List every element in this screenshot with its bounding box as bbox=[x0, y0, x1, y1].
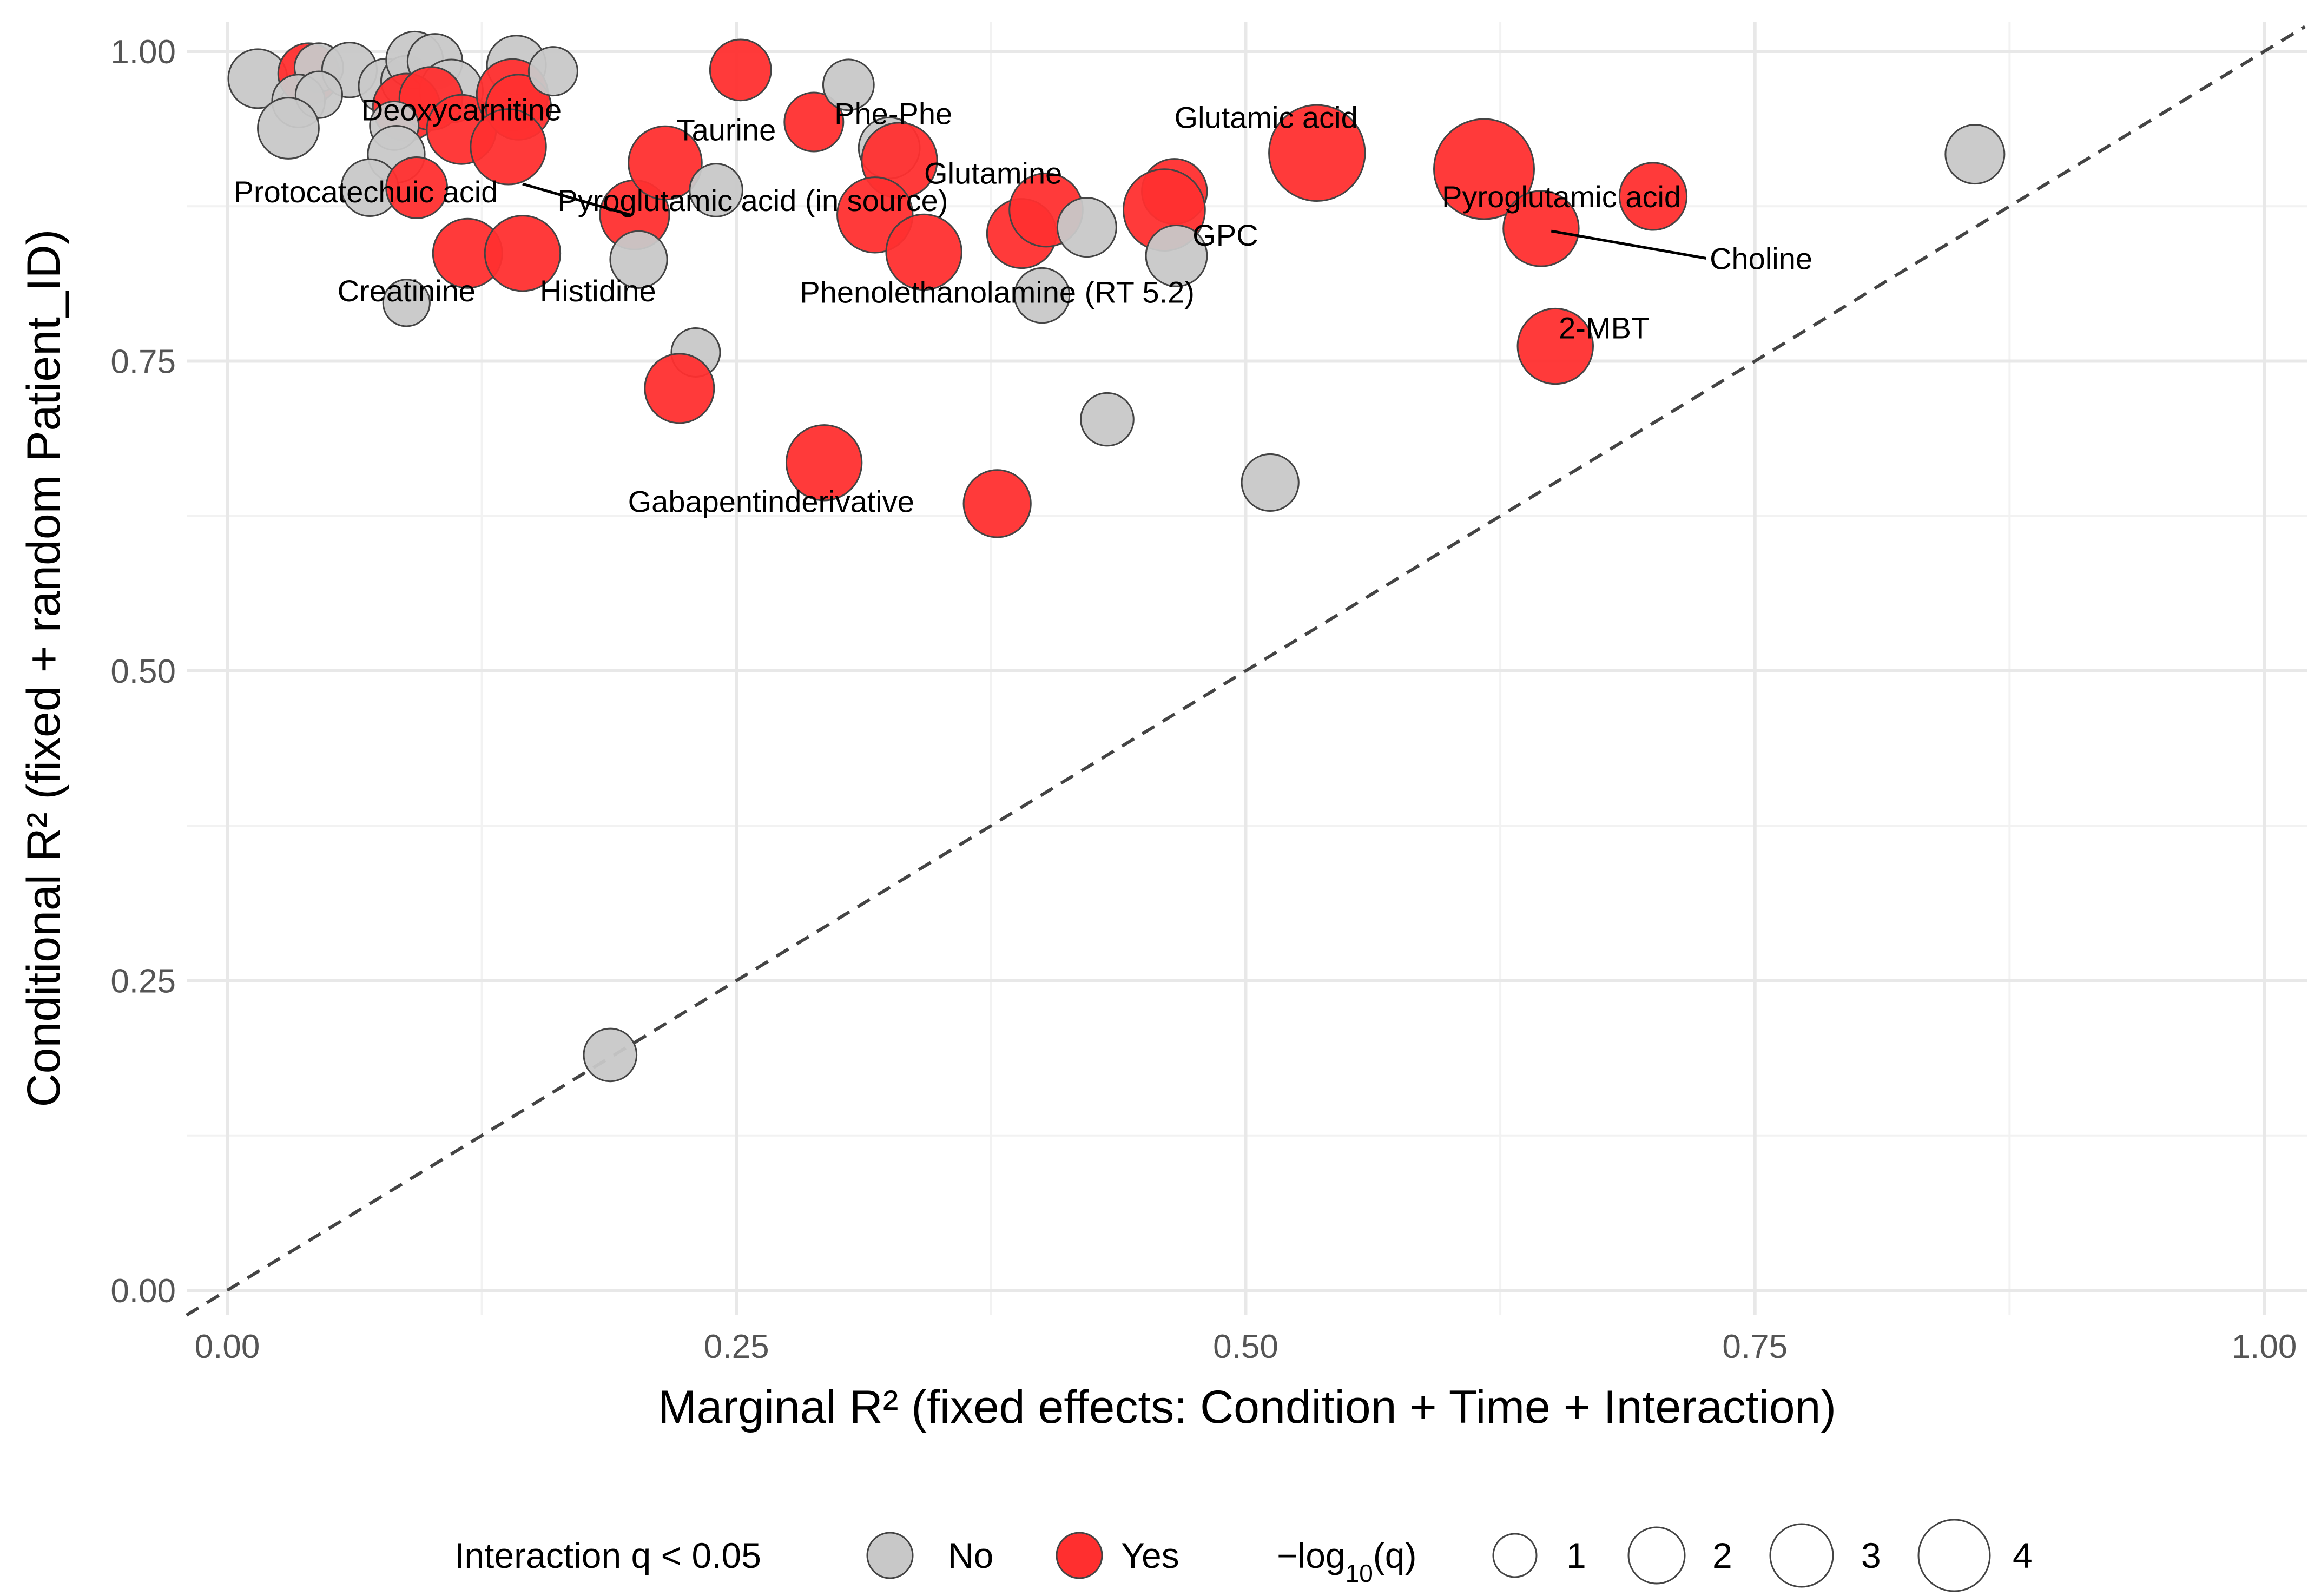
point-not-significant bbox=[1145, 224, 1208, 287]
x-tick-label: 1.00 bbox=[2232, 1328, 2297, 1366]
point-label: Protocatechuic acid bbox=[234, 175, 498, 209]
x-axis-ticks: 0.00 0.25 0.50 0.75 1.00 bbox=[195, 1328, 2297, 1366]
point-not-significant bbox=[689, 163, 743, 217]
data-points bbox=[227, 30, 2006, 1083]
point-label: Creatinine bbox=[338, 274, 476, 308]
point-label: Gabapentinderivative bbox=[628, 484, 914, 518]
y-tick-label: 0.00 bbox=[110, 1272, 176, 1310]
legend-size-circle bbox=[1917, 1519, 1991, 1592]
point-not-significant bbox=[1080, 392, 1135, 447]
legend-size-circle bbox=[1627, 1526, 1686, 1585]
point-label: Pyroglutamic acid bbox=[1442, 180, 1681, 214]
x-tick-label: 0.00 bbox=[195, 1328, 260, 1366]
y-tick-label: 0.50 bbox=[110, 653, 176, 690]
point-not-significant bbox=[382, 279, 431, 327]
point-significant bbox=[644, 353, 715, 424]
point-significant bbox=[785, 424, 863, 502]
point-not-significant bbox=[1241, 453, 1300, 512]
legend-size-circle bbox=[1492, 1533, 1538, 1578]
leader-line-choline bbox=[1551, 229, 1706, 260]
point-label: Glutamic acid bbox=[1175, 100, 1358, 134]
point-not-significant bbox=[822, 58, 875, 111]
legend-no-swatch bbox=[866, 1532, 914, 1579]
y-tick-label: 1.00 bbox=[110, 34, 176, 71]
legend: Interaction q < 0.05 No Yes −log10(q) 1 2… bbox=[454, 1519, 2033, 1592]
legend-yes-label: Yes bbox=[1121, 1535, 1179, 1575]
point-label: Pyroglutamic acid (in source) bbox=[557, 183, 948, 217]
point-significant bbox=[1433, 118, 1535, 220]
point-labels: Deoxycarnitine Taurine Phe-Phe Glutamic aci… bbox=[234, 93, 1812, 519]
x-tick-label: 0.75 bbox=[1722, 1328, 1788, 1366]
legend-size-label: 3 bbox=[1861, 1535, 1881, 1575]
point-label: GPC bbox=[1192, 218, 1258, 252]
reference-line-group bbox=[186, 25, 2306, 1317]
point-label: Histidine bbox=[540, 274, 656, 308]
x-axis-title: Marginal R² (fixed effects: Condition + … bbox=[658, 1381, 1836, 1433]
legend-size-label: 1 bbox=[1566, 1535, 1586, 1575]
point-label: Phenolethanolamine (RT 5.2) bbox=[800, 275, 1195, 309]
point-significant bbox=[484, 215, 562, 292]
point-not-significant bbox=[1056, 197, 1117, 258]
grid-lines bbox=[187, 22, 2307, 1315]
point-significant bbox=[885, 213, 962, 291]
y-tick-label: 0.75 bbox=[110, 344, 176, 381]
point-label: Taurine bbox=[677, 113, 776, 147]
legend-size-title-subscript: 10 bbox=[1346, 1559, 1373, 1587]
legend-yes-swatch bbox=[1056, 1532, 1103, 1579]
point-significant bbox=[783, 91, 845, 153]
point-significant bbox=[1618, 162, 1688, 231]
point-not-significant bbox=[609, 230, 668, 289]
legend-size-label: 4 bbox=[2013, 1535, 2033, 1575]
point-not-significant bbox=[1944, 124, 2006, 185]
point-significant bbox=[1502, 190, 1580, 267]
legend-size-title-main: −log bbox=[1277, 1535, 1346, 1575]
point-not-significant bbox=[257, 97, 320, 160]
point-not-significant bbox=[528, 46, 578, 97]
point-not-significant bbox=[1013, 267, 1071, 324]
point-label: 2-MBT bbox=[1559, 311, 1650, 345]
x-tick-label: 0.50 bbox=[1213, 1328, 1278, 1366]
point-significant bbox=[385, 156, 449, 219]
point-significant bbox=[1516, 307, 1594, 385]
legend-size-title: −log10(q) bbox=[1277, 1535, 1416, 1587]
legend-no-label: No bbox=[948, 1535, 993, 1575]
point-significant bbox=[1268, 104, 1366, 202]
y-axis-title: Conditional R² (fixed + random Patient_I… bbox=[18, 229, 70, 1107]
legend-size-circle bbox=[1769, 1523, 1834, 1588]
point-label: Glutamine bbox=[924, 156, 1062, 190]
y-axis-ticks: 0.00 0.25 0.50 0.75 1.00 bbox=[110, 34, 176, 1310]
legend-size-entries: 1 2 3 4 bbox=[1492, 1519, 2033, 1592]
identity-reference-line bbox=[186, 25, 2306, 1317]
point-not-significant bbox=[583, 1027, 638, 1083]
point-significant bbox=[709, 38, 772, 102]
label-leader-lines bbox=[522, 182, 1706, 260]
legend-size-label: 2 bbox=[1712, 1535, 1732, 1575]
legend-color-title: Interaction q < 0.05 bbox=[454, 1535, 761, 1575]
x-tick-label: 0.25 bbox=[704, 1328, 769, 1366]
point-significant bbox=[470, 108, 547, 186]
point-label: Deoxycarnitine bbox=[361, 93, 562, 127]
point-significant bbox=[962, 469, 1032, 538]
y-tick-label: 0.25 bbox=[110, 963, 176, 1000]
point-significant bbox=[628, 125, 703, 201]
point-label: Choline bbox=[1710, 241, 1812, 275]
point-label: Phe-Phe bbox=[834, 97, 952, 131]
leader-line-protocatechuic bbox=[522, 182, 631, 216]
legend-size-title-end: (q) bbox=[1373, 1535, 1417, 1575]
